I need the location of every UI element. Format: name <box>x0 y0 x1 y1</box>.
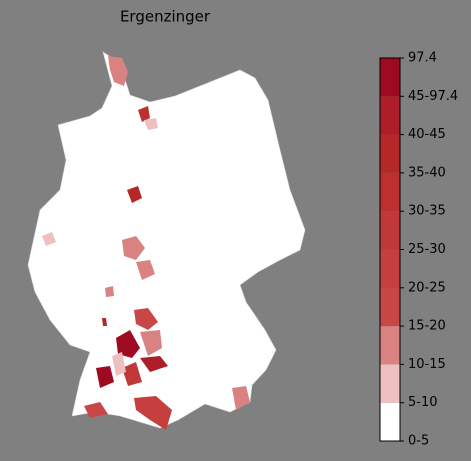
region <box>122 362 142 386</box>
colorbar-tick-label: 40-45 <box>408 127 446 142</box>
colorbar-tick-label: 25-30 <box>408 242 446 257</box>
country-outline <box>27 51 306 429</box>
region <box>116 330 140 358</box>
colorbar-band <box>380 211 400 250</box>
colorbar-tick-label: 20-25 <box>408 280 446 295</box>
region <box>102 318 107 326</box>
region <box>138 106 150 122</box>
germany-map <box>27 51 306 430</box>
colorbar-tick-label: 15-20 <box>408 319 446 334</box>
colorbar-tick-label: 35-40 <box>408 165 446 180</box>
region <box>108 56 128 86</box>
colorbar-band <box>380 402 400 441</box>
map-title: Ergenzinger <box>120 8 211 26</box>
colorbar-band <box>380 172 400 212</box>
colorbar-tick-label: 45-97.4 <box>408 89 458 104</box>
region <box>96 366 114 388</box>
region <box>140 330 162 356</box>
region <box>127 186 142 203</box>
highlighted-regions <box>42 56 250 430</box>
region <box>140 356 168 372</box>
colorbar-band <box>380 58 400 97</box>
colorbar-tick-label: 5-10 <box>408 395 438 410</box>
region <box>42 232 56 246</box>
colorbar-tick-label: 10-15 <box>408 357 446 372</box>
colorbar-band <box>380 364 400 403</box>
region <box>134 396 172 430</box>
region <box>105 286 114 297</box>
colorbar-tick-label: 0-5 <box>408 434 429 449</box>
colorbar-tick-label: 30-35 <box>408 204 446 219</box>
region <box>134 308 158 330</box>
colorbar: 0-5 5-10 10-15 15-20 20-25 25-30 30-35 35-40 40-… <box>379 51 458 449</box>
colorbar-band <box>380 249 400 288</box>
colorbar-tick-label: 97.4 <box>408 51 437 66</box>
colorbar-band <box>380 134 400 173</box>
region <box>122 236 145 260</box>
colorbar-band <box>380 326 400 365</box>
region <box>136 260 155 280</box>
region <box>112 352 126 376</box>
colorbar-band <box>380 96 400 135</box>
region <box>144 118 158 130</box>
region <box>232 386 250 410</box>
region <box>84 402 108 418</box>
colorbar-band <box>380 287 400 327</box>
